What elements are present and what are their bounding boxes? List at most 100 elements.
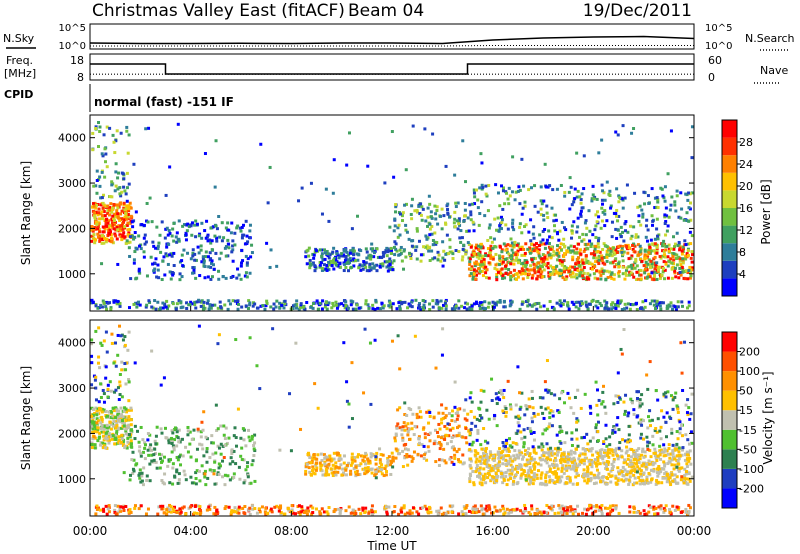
- velocity-cell: [204, 435, 208, 439]
- power-cell: [690, 191, 694, 195]
- velocity-cell: [610, 462, 614, 466]
- power-cell: [123, 225, 127, 229]
- power-cell: [535, 307, 539, 311]
- velocity-cell: [679, 447, 683, 451]
- power-cell: [364, 265, 368, 269]
- power-cell: [92, 233, 96, 237]
- power-cell: [670, 276, 674, 280]
- velocity-cell: [335, 451, 339, 455]
- velocity-cell: [380, 466, 384, 470]
- power-cell: [210, 239, 214, 243]
- power-cell: [346, 261, 350, 265]
- velocity-cell: [548, 469, 552, 473]
- velocity-cell: [684, 472, 688, 476]
- power-cell: [111, 206, 115, 210]
- velocity-cell: [683, 476, 687, 480]
- power-cell: [616, 228, 620, 232]
- velocity-cell: [687, 477, 691, 481]
- velocity-cell: [635, 481, 639, 485]
- power-cell: [456, 201, 460, 205]
- power-cell: [443, 258, 447, 262]
- power-cell: [395, 307, 399, 311]
- power-cell: [105, 307, 109, 311]
- power-cell: [616, 219, 620, 223]
- power-cell: [561, 276, 565, 280]
- velocity-cell: [545, 427, 549, 431]
- power-cell: [597, 151, 601, 155]
- nsky-series-line: [89, 35, 695, 45]
- velocity-cell: [597, 398, 601, 402]
- power-cell: [669, 203, 673, 207]
- power-cell: [623, 277, 627, 281]
- power-cell: [393, 217, 397, 221]
- power-cell: [110, 180, 114, 184]
- velocity-cell: [657, 471, 661, 475]
- velocity-cell: [437, 411, 441, 415]
- velocity-cell: [547, 452, 551, 456]
- power-cell: [487, 301, 491, 305]
- power-cell: [327, 268, 331, 272]
- velocity-cell: [576, 444, 580, 448]
- velocity-cell: [636, 397, 640, 401]
- power-cell: [98, 175, 102, 179]
- velocity-cell: [639, 472, 643, 476]
- velocity-cell: [505, 449, 509, 453]
- power-cell: [562, 255, 566, 259]
- power-cell: [532, 249, 536, 253]
- velocity-cell: [505, 483, 509, 487]
- velocity-cell: [426, 445, 430, 449]
- velocity-cell: [586, 479, 590, 483]
- power-cell: [110, 221, 114, 225]
- power-cell: [389, 251, 393, 255]
- power-cell: [540, 270, 544, 274]
- velocity-cell: [100, 430, 104, 434]
- velocity-cell: [559, 426, 563, 430]
- velocity-cell: [169, 458, 173, 462]
- power-cell: [190, 233, 194, 237]
- velocity-cell: [438, 447, 442, 451]
- velocity-cell: [655, 478, 659, 482]
- power-cell: [116, 228, 120, 232]
- power-cell: [180, 275, 184, 279]
- power-cell: [582, 238, 586, 242]
- power-cell: [190, 221, 194, 225]
- power-cell: [565, 303, 569, 307]
- velocity-cell: [210, 469, 214, 473]
- velocity-cell: [127, 415, 131, 419]
- velocity-cell: [159, 457, 163, 461]
- velocity-cell: [540, 448, 544, 452]
- power-cell: [125, 217, 129, 221]
- velocity-cell: [235, 444, 239, 448]
- power-cell: [659, 256, 663, 260]
- velocity-cell: [338, 454, 342, 458]
- velocity-cell: [637, 447, 641, 451]
- power-cell: [239, 277, 243, 281]
- power-cell: [357, 306, 361, 310]
- power-cell: [351, 248, 355, 252]
- power-cell: [500, 221, 504, 225]
- velocity-cell: [633, 470, 637, 474]
- velocity-cell: [520, 437, 524, 441]
- power-cell: [646, 228, 650, 232]
- power-cell: [235, 226, 239, 230]
- power-cell: [533, 271, 537, 275]
- power-cell: [480, 301, 484, 305]
- velocity-cell: [434, 428, 438, 432]
- velocity-cell: [659, 448, 663, 452]
- velocity-cell: [94, 386, 98, 390]
- power-cell: [338, 265, 342, 269]
- power-cell: [612, 306, 616, 310]
- power-cell: [223, 246, 227, 250]
- velocity-cell: [617, 472, 621, 476]
- power-cell: [514, 253, 518, 257]
- power-cell: [647, 258, 651, 262]
- power-cell: [472, 268, 476, 272]
- velocity-cell: [103, 442, 107, 446]
- power-cell: [684, 192, 688, 196]
- velocity-cell: [242, 428, 246, 432]
- power-cell: [647, 201, 651, 205]
- power-cell: [475, 255, 479, 259]
- velocity-cell: [641, 449, 645, 453]
- power-cell: [269, 305, 273, 309]
- power-cell: [132, 258, 136, 262]
